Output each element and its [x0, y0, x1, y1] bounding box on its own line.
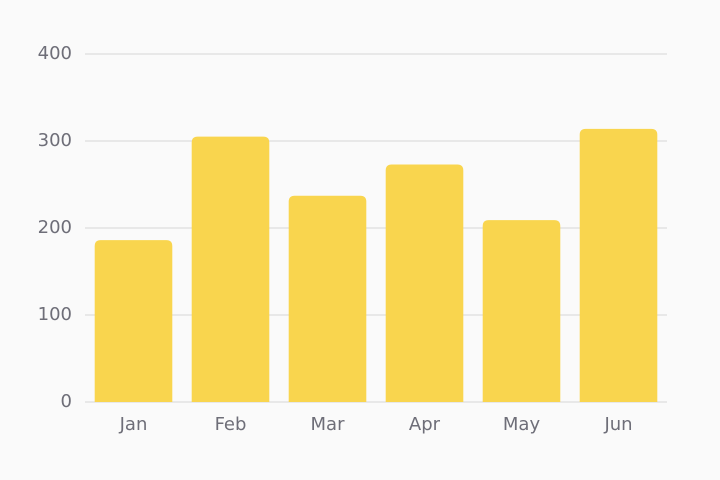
bar — [191, 136, 270, 402]
x-tick-label: Jan — [119, 414, 148, 435]
x-tick-label: Mar — [311, 414, 346, 435]
bar — [482, 220, 561, 402]
bar — [385, 164, 464, 402]
x-tick-label: May — [503, 414, 541, 435]
bar — [94, 240, 173, 402]
y-tick-label: 300 — [38, 130, 72, 151]
x-tick-label: Apr — [409, 414, 441, 435]
y-tick-label: 0 — [61, 391, 72, 412]
y-tick-label: 400 — [38, 43, 72, 64]
x-tick-label: Feb — [215, 414, 247, 435]
y-tick-label: 200 — [38, 217, 72, 238]
x-tick-label: Jun — [603, 414, 632, 435]
bar — [288, 195, 367, 402]
y-tick-label: 100 — [38, 304, 72, 325]
bar — [579, 128, 658, 402]
